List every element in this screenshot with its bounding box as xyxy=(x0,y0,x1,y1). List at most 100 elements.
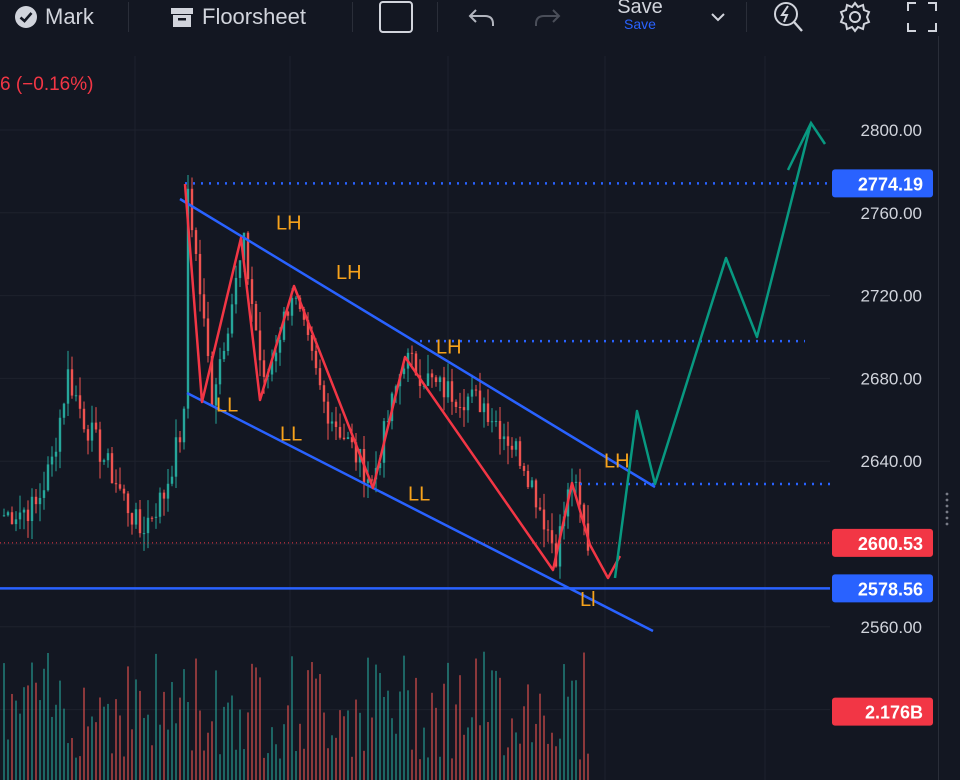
price-chart[interactable]: LH LH LH LH LL LL LL Ll 2800.00 2760.00 2720.00 268… xyxy=(0,36,960,780)
volume-bar xyxy=(11,693,13,780)
undo-button[interactable] xyxy=(467,0,497,34)
volume-bar xyxy=(27,685,29,780)
candle-body xyxy=(230,304,234,334)
zigzag-line xyxy=(183,183,622,580)
volume-bar xyxy=(23,687,25,780)
channel-lower-line xyxy=(186,391,654,633)
rectangle-tool-button[interactable] xyxy=(378,0,414,34)
candle-body xyxy=(194,230,198,254)
volume-bar xyxy=(571,680,573,780)
save-label: Save xyxy=(617,0,663,18)
candle-body xyxy=(434,377,438,383)
volume-bar xyxy=(359,712,361,780)
candle-body xyxy=(542,509,546,530)
settings-button[interactable] xyxy=(838,0,872,34)
price-scale-edge xyxy=(938,36,960,780)
candle-body xyxy=(66,369,70,404)
candle-body xyxy=(106,453,110,461)
volume-bar xyxy=(463,734,465,780)
candle-body xyxy=(458,406,462,408)
lightning-search-icon xyxy=(774,2,803,32)
volume-bar xyxy=(507,747,509,780)
pattern-label: LL xyxy=(216,395,238,417)
y-tick-label: 2640.00 xyxy=(861,452,922,471)
volume-bar xyxy=(467,727,469,780)
candle-body xyxy=(10,512,14,525)
volume-bar xyxy=(83,687,85,780)
volume-bar xyxy=(259,677,261,780)
price-badge-label: 2.176B xyxy=(865,703,923,723)
volume-bar xyxy=(335,737,337,780)
candle-body xyxy=(578,481,582,505)
redo-button[interactable] xyxy=(532,0,562,34)
volume-bar xyxy=(515,732,517,780)
candle-body xyxy=(410,352,414,354)
candle-body xyxy=(310,334,314,351)
candle-body xyxy=(158,492,162,517)
volume-bar xyxy=(287,705,289,780)
candle-body xyxy=(26,509,30,522)
candle-body xyxy=(30,496,34,522)
candle-body xyxy=(238,260,242,278)
square-icon xyxy=(379,1,413,33)
candle-body xyxy=(502,436,506,440)
candle-body xyxy=(558,526,562,567)
volume-bar xyxy=(183,669,185,780)
candle-body xyxy=(142,533,146,535)
candle-body xyxy=(226,333,230,351)
candle-body xyxy=(34,496,38,505)
candle-body xyxy=(162,492,166,499)
volume-bar xyxy=(443,683,445,780)
volume-bar xyxy=(71,737,73,780)
check-circle-icon xyxy=(15,6,37,28)
candle-body xyxy=(70,369,74,396)
candle-body xyxy=(58,417,62,452)
candle-body xyxy=(202,294,206,319)
quick-search-button[interactable] xyxy=(771,0,805,34)
volume-bar xyxy=(175,723,177,780)
volume-bar xyxy=(427,757,429,780)
volume-bar xyxy=(439,756,441,780)
volume-bar xyxy=(179,697,181,780)
candle-body xyxy=(46,464,50,491)
price-change-text: 6 (−0.16%) xyxy=(0,74,94,95)
candle-body xyxy=(490,421,494,423)
volume-bar xyxy=(99,697,101,780)
candle-body xyxy=(182,408,186,443)
candle-body xyxy=(118,484,122,489)
candle-body xyxy=(234,277,238,305)
pattern-label: LH xyxy=(604,450,630,472)
volume-bar xyxy=(299,723,301,780)
candle-body xyxy=(514,441,518,450)
candle-body xyxy=(254,304,258,331)
candle-body xyxy=(286,311,290,316)
y-tick-label: 2560.00 xyxy=(861,618,922,637)
volume-bar xyxy=(419,759,421,780)
volume-bar xyxy=(87,726,89,780)
chevron-down-icon xyxy=(711,13,725,22)
volume-bar xyxy=(375,664,377,780)
volume-bar xyxy=(239,709,241,780)
candle-body xyxy=(326,401,330,424)
volume-bar xyxy=(575,680,577,780)
fullscreen-button[interactable] xyxy=(905,0,939,34)
save-button[interactable]: Save Save xyxy=(605,0,675,36)
floorsheet-button[interactable]: Floorsheet xyxy=(170,0,306,34)
candle-body xyxy=(90,422,94,441)
candle-body xyxy=(258,330,262,361)
mark-button[interactable]: Mark xyxy=(14,0,94,34)
candle-body xyxy=(442,377,446,398)
scale-drag-handle[interactable] xyxy=(944,490,950,530)
candle-body xyxy=(214,384,218,406)
candle-body xyxy=(582,504,586,524)
volume-bar xyxy=(523,706,525,780)
volume-bar xyxy=(475,658,477,780)
projection-line xyxy=(613,122,813,579)
volume-bar xyxy=(119,715,121,780)
volume-bar xyxy=(107,703,109,780)
candle-body xyxy=(122,488,126,494)
save-dropdown-button[interactable] xyxy=(708,0,728,34)
channel-upper-line xyxy=(179,197,656,489)
volume-bar xyxy=(367,657,369,780)
volume-bar xyxy=(587,753,589,780)
